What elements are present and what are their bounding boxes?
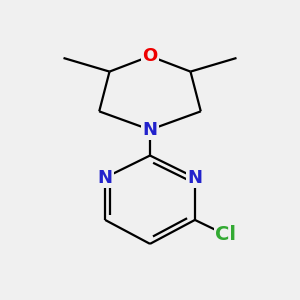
Text: N: N	[98, 169, 112, 187]
Text: N: N	[142, 121, 158, 139]
Text: N: N	[188, 169, 202, 187]
Text: O: O	[142, 47, 158, 65]
Text: Cl: Cl	[215, 225, 236, 244]
